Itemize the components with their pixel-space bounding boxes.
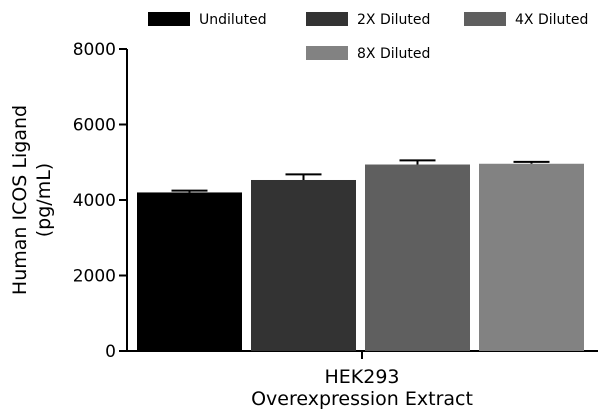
y-axis-title-1: (pg/mL) (33, 163, 55, 237)
y-axis-title-0: Human ICOS Ligand (9, 105, 31, 295)
legend-item-2: 4X Diluted (464, 12, 588, 28)
bar-group-1 (251, 173, 356, 351)
x-axis-label-0: HEK293 (324, 366, 399, 388)
legend-item-3: 8X Diluted (306, 46, 430, 62)
x-axis (126, 350, 598, 359)
legend-item-0: Undiluted (148, 12, 267, 28)
legend: Undiluted 2X Diluted 4X Diluted 8X Diluted (148, 12, 588, 62)
legend-label-1: 2X Diluted (357, 12, 430, 28)
legend-label-0: Undiluted (199, 12, 267, 28)
bar-1 (251, 179, 356, 351)
y-tick-label-3: 6000 (73, 116, 116, 136)
y-axis-title: Human ICOS Ligand (pg/mL) (9, 105, 55, 295)
bar-3 (479, 163, 584, 351)
legend-label-3: 8X Diluted (357, 46, 430, 62)
legend-swatch-0 (148, 12, 190, 26)
legend-swatch-3 (306, 46, 348, 60)
bar-group-3 (479, 160, 584, 351)
bar-group-0 (137, 189, 242, 351)
bars (137, 159, 584, 351)
y-axis: 0 2000 4000 6000 8000 (73, 40, 128, 362)
bar-2 (365, 164, 470, 351)
y-tick-label-1: 2000 (73, 267, 116, 287)
bar-0 (137, 192, 242, 351)
y-tick-label-0: 0 (105, 342, 116, 362)
y-tick-label-2: 4000 (73, 191, 116, 211)
x-axis-label-1: Overexpression Extract (251, 388, 473, 410)
legend-swatch-2 (464, 12, 506, 26)
bar-group-2 (365, 159, 470, 351)
legend-swatch-1 (306, 12, 348, 26)
legend-item-1: 2X Diluted (306, 12, 430, 28)
y-tick-label-4: 8000 (73, 40, 116, 60)
legend-label-2: 4X Diluted (515, 12, 588, 28)
